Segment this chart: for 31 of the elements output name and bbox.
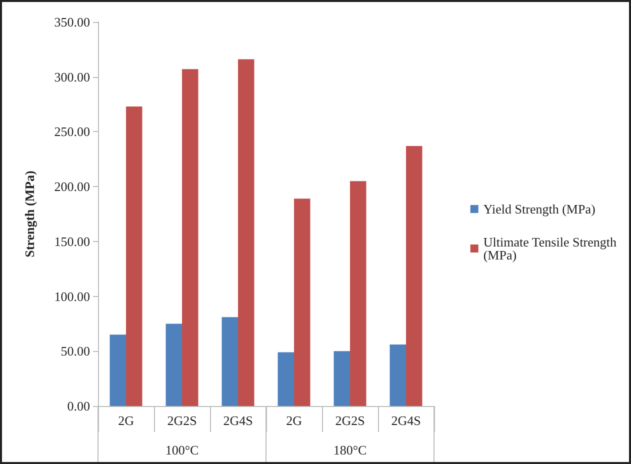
y-tick-label: 200.00 <box>54 179 90 194</box>
y-tick-label: 0.00 <box>67 398 90 414</box>
y-tick-label: 50.00 <box>60 344 90 359</box>
y-axis-title: Strength (MPa) <box>22 170 37 258</box>
y-tick-label: 250.00 <box>54 124 90 140</box>
x-tick-label: 2G <box>286 413 302 428</box>
legend-label: Yield Strength (MPa) <box>483 202 596 216</box>
bar <box>390 344 406 406</box>
bar <box>182 69 198 406</box>
y-tick-label: 150.00 <box>54 234 90 249</box>
legend-label: Ultimate Tensile Strength (MPa) <box>483 234 620 262</box>
bar <box>294 198 310 406</box>
bar <box>278 352 294 406</box>
x-tick-label: 2G2S <box>167 413 197 428</box>
bar <box>334 351 350 406</box>
x-tick-label: 2G4S <box>223 413 253 428</box>
bar <box>238 59 254 406</box>
text: 180°C <box>333 442 367 458</box>
bar <box>350 181 366 406</box>
y-tick-label: 100.00 <box>54 288 90 304</box>
x-tick-label: 2G2S <box>335 413 365 428</box>
bar <box>166 324 182 406</box>
bar <box>126 106 142 406</box>
x-tick-label: 2G <box>118 413 134 428</box>
bar <box>222 317 238 406</box>
y-tick-label: 300.00 <box>54 69 90 84</box>
y-tick-label: 350.00 <box>54 14 90 30</box>
x-tick-label: 2G4S <box>391 413 421 428</box>
bar <box>406 146 422 406</box>
bar <box>110 334 126 406</box>
text: 100°C <box>165 442 199 458</box>
